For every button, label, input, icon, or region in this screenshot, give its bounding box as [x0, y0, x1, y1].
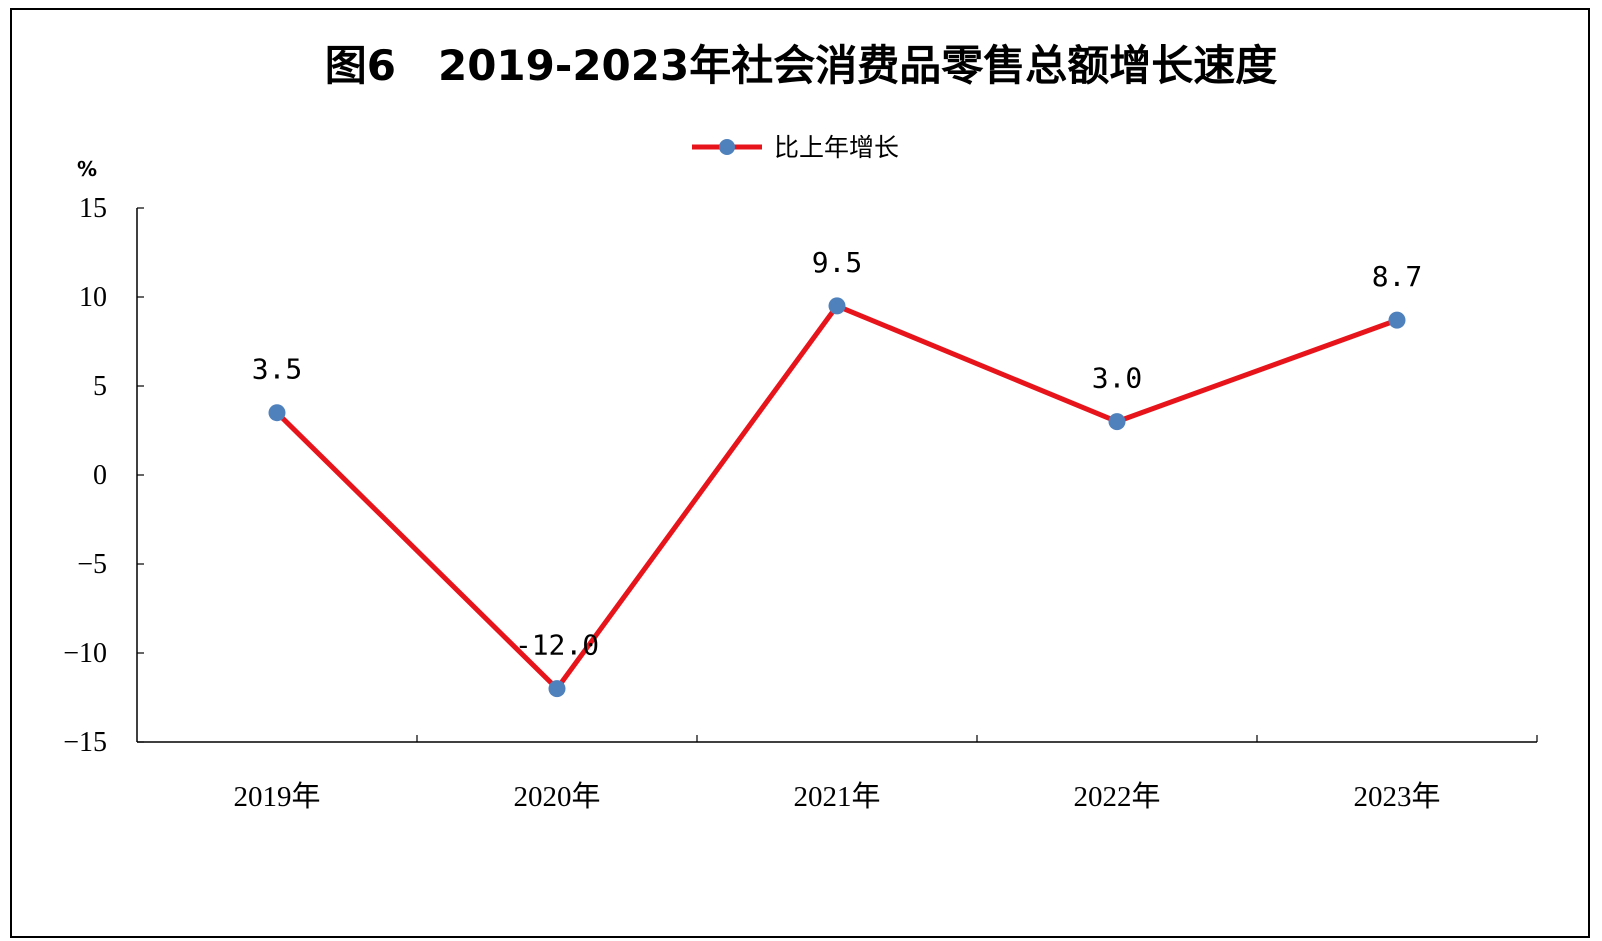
data-point-marker — [1108, 413, 1126, 431]
y-tick-label: −15 — [63, 727, 107, 758]
x-tick-labels: 2019年 2020年 2021年 2022年 2023年 — [233, 780, 1440, 813]
y-tick-label: 0 — [93, 460, 107, 491]
axes — [136, 207, 1538, 743]
series-line-path — [275, 303, 1398, 692]
legend-label: 比上年增长 — [774, 133, 899, 162]
y-tick-label: −5 — [77, 549, 107, 580]
y-tick-label: −10 — [63, 638, 107, 669]
x-tick-label: 2021年 — [793, 780, 880, 813]
legend: 比上年增长 — [692, 133, 899, 162]
y-tick-labels: 15 10 5 0 −5 −10 −15 — [63, 193, 107, 758]
x-tick-label: 2023年 — [1353, 780, 1440, 813]
y-tick-label: 15 — [79, 193, 107, 224]
y-tick-label: 5 — [93, 371, 107, 402]
legend-marker-swatch — [719, 139, 735, 155]
data-label: 3.0 — [1092, 362, 1143, 395]
x-tick-label: 2019年 — [233, 780, 320, 813]
y-tick-label: 10 — [79, 282, 107, 313]
series-line — [268, 297, 1406, 698]
x-tick-label: 2020年 — [513, 780, 600, 813]
data-point-marker — [828, 297, 846, 315]
data-point-marker — [268, 404, 286, 422]
data-label: -12.0 — [515, 629, 599, 662]
data-label: 9.5 — [812, 246, 863, 279]
data-label: 3.5 — [252, 353, 303, 386]
data-point-marker — [1388, 311, 1406, 329]
chart-title: 图6 2019-2023年社会消费品零售总额增长速度 — [325, 41, 1277, 90]
y-axis-unit: % — [77, 157, 97, 181]
data-label: 8.7 — [1372, 260, 1423, 293]
x-tick-label: 2022年 — [1073, 780, 1160, 813]
chart-frame — [10, 8, 1590, 938]
data-labels: 3.5 -12.0 9.5 3.0 8.7 — [252, 246, 1423, 662]
data-point-marker — [548, 680, 566, 698]
